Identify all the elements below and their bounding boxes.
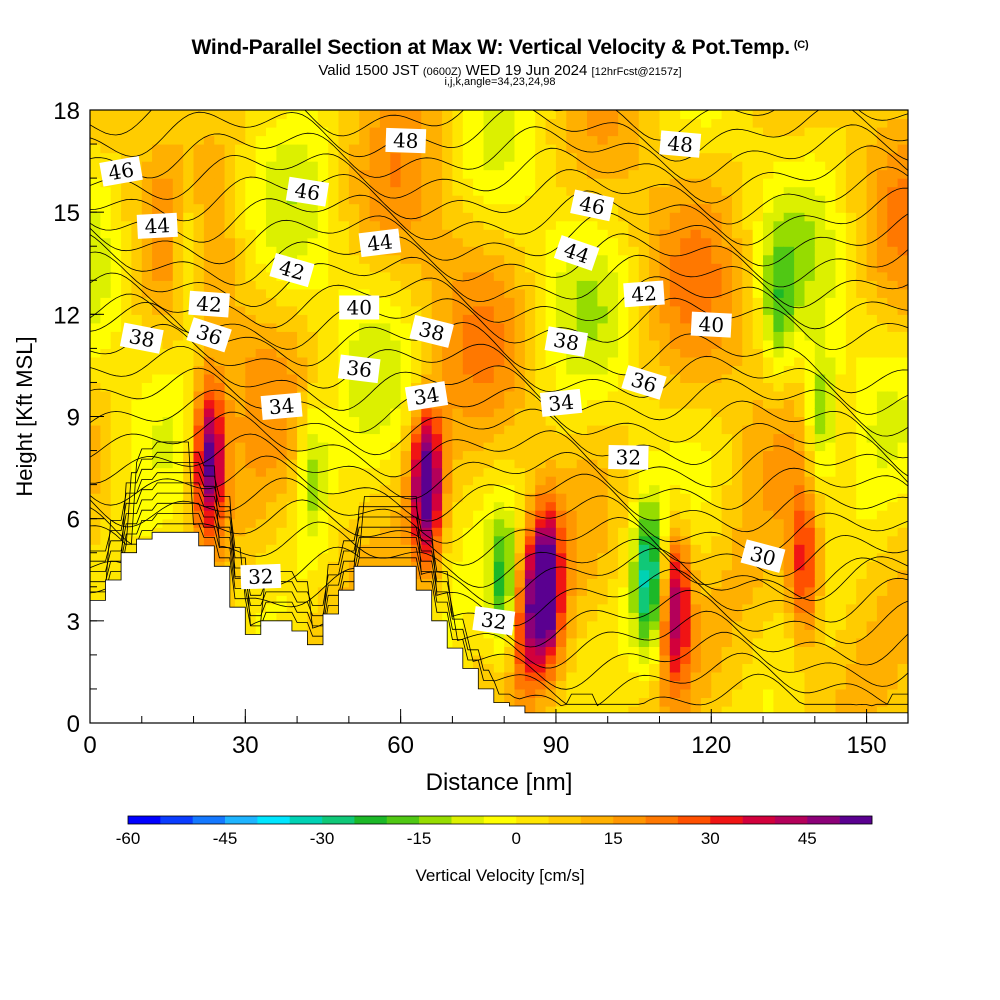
chart-title: Wind-Parallel Section at Max W: Vertical… <box>0 36 1000 60</box>
colorbar-swatch <box>645 816 679 824</box>
colorbar-tick-label: -15 <box>407 829 432 848</box>
copyright-mark: (C) <box>793 39 809 51</box>
contour-label: 40 <box>690 311 732 338</box>
colorbar-swatch <box>354 816 388 824</box>
contour-label: 46 <box>285 176 330 207</box>
contour-label: 34 <box>260 392 303 420</box>
chart-title-text: Wind-Parallel Section at Max W: Vertical… <box>191 36 791 59</box>
valid-prefix: Valid 1500 JST <box>318 62 419 79</box>
contour-label: 38 <box>544 326 589 357</box>
contour-label: 34 <box>404 381 449 412</box>
colorbar-swatch <box>580 816 614 824</box>
contour-label: 44 <box>136 212 178 239</box>
x-axis-label: Distance [nm] <box>426 769 573 796</box>
contour-label: 32 <box>608 445 649 470</box>
colorbar-swatch <box>483 816 517 824</box>
contour-label: 46 <box>570 189 615 222</box>
contour-label: 36 <box>337 354 381 384</box>
y-axis-label: Height [Kft MSL] <box>12 336 37 496</box>
contour-label: 42 <box>188 290 230 318</box>
colorbar-swatch <box>774 816 808 824</box>
colorbar-swatch <box>257 816 291 824</box>
x-tick-label: 0 <box>83 732 96 759</box>
y-tick-label: 18 <box>53 98 80 125</box>
contour-label: 38 <box>409 314 455 348</box>
colorbar-tick-label: -30 <box>310 829 335 848</box>
y-tick-label: 9 <box>67 405 80 432</box>
colorbar-tick-label: -60 <box>116 829 141 848</box>
colorbar-swatch <box>807 816 840 824</box>
y-tick-label: 12 <box>53 302 80 329</box>
colorbar-swatch <box>451 816 485 824</box>
contour-label: 32 <box>472 606 516 636</box>
colorbar: -60 -45 -30 -15 0 15 30 45 Vertical Velocity [cm… <box>116 815 873 885</box>
colorbar-swatch <box>386 816 420 824</box>
colorbar-swatch <box>516 816 549 824</box>
contour-label: 44 <box>358 228 402 258</box>
colorbar-swatch <box>613 816 646 824</box>
y-tick-label: 3 <box>67 609 80 636</box>
colorbar-tick-label: 45 <box>798 829 817 848</box>
contour-label: 32 <box>240 563 282 590</box>
y-tick-label: 0 <box>67 711 80 738</box>
valid-date: WED 19 Jun 2024 <box>465 62 588 79</box>
y-tick-label: 6 <box>67 507 80 534</box>
colorbar-swatch <box>419 816 452 824</box>
colorbar-swatch <box>677 816 711 824</box>
x-tick-label: 90 <box>543 732 570 759</box>
colorbar-tick-label: 15 <box>604 829 623 848</box>
colorbar-swatch <box>742 816 776 824</box>
x-tick-label: 150 <box>847 732 887 759</box>
colorbar-swatch <box>839 816 873 824</box>
contour-label: 34 <box>539 388 583 417</box>
contour-label: 38 <box>119 322 164 354</box>
forecast-info: [12hrFcst@2157z] <box>591 66 682 78</box>
valid-utc: (0600Z) <box>422 66 462 78</box>
y-tick-label: 15 <box>53 200 80 227</box>
colorbar-swatch <box>192 816 226 824</box>
terrain-mask <box>90 531 908 723</box>
contour-label: 48 <box>659 130 702 158</box>
grid-indices: i,j,k,angle=34,23,24,98 <box>444 76 556 88</box>
colorbar-swatch <box>710 816 743 824</box>
contour-label: 46 <box>99 156 143 187</box>
colorbar-swatch <box>548 816 582 824</box>
colorbar-swatch <box>289 816 323 824</box>
valid-time-line: Valid 1500 JST (0600Z) WED 19 Jun 2024 [… <box>0 62 1000 79</box>
x-tick-label: 30 <box>232 732 259 759</box>
contour-label: 42 <box>623 280 665 308</box>
colorbar-tick-label: 30 <box>701 829 720 848</box>
colorbar-tick-label: -45 <box>213 829 238 848</box>
x-tick-label: 120 <box>691 732 731 759</box>
colorbar-swatch <box>225 816 258 824</box>
colorbar-swatch <box>160 816 193 824</box>
x-tick-label: 60 <box>387 732 414 759</box>
colorbar-label: Vertical Velocity [cm/s] <box>415 866 584 885</box>
colorbar-tick-label: 0 <box>511 829 520 848</box>
contour-label: 48 <box>385 127 427 154</box>
contour-label: 40 <box>339 295 380 320</box>
colorbar-swatch <box>322 816 355 824</box>
colorbar-swatch <box>128 816 161 824</box>
